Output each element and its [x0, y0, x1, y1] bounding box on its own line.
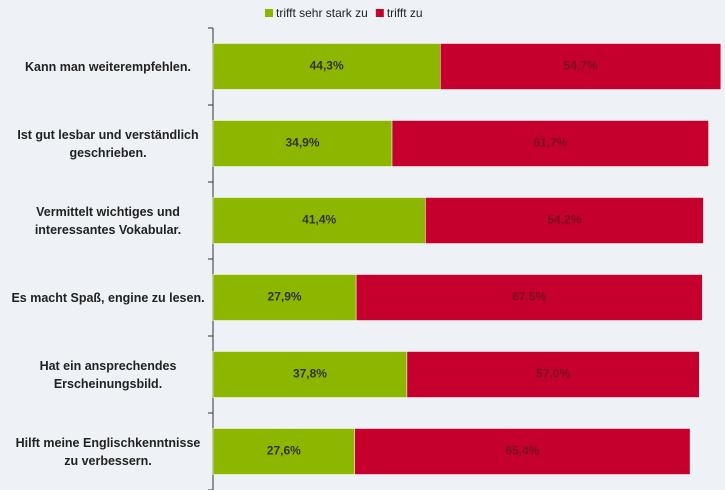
- bar-segment: [391, 120, 709, 167]
- bar-segment: [212, 120, 393, 167]
- value-label: 67,5%: [512, 290, 546, 304]
- legend-label: trifft zu: [387, 6, 423, 20]
- category-label: Hat ein ansprechendes Erscheinungsbild.: [39, 358, 177, 391]
- category-label: Kann man weiterempfehlen.: [24, 59, 191, 74]
- value-label: 27,6%: [267, 444, 301, 458]
- legend-swatch: [375, 9, 384, 17]
- value-label: 65,4%: [505, 444, 539, 458]
- legend-swatch: [265, 9, 273, 17]
- bar-segment: [354, 428, 691, 475]
- value-label: 41,4%: [302, 213, 336, 227]
- value-label: 44,3%: [310, 59, 344, 73]
- value-label: 61,7%: [533, 136, 567, 150]
- category-label: Hilft meine Englischkenntnisse zu verbes…: [15, 435, 201, 468]
- bar-segment: [406, 351, 700, 398]
- category-label: Es macht Spaß, engine zu lesen.: [11, 290, 205, 305]
- category-label: Ist gut lesbar und verständlich geschrie…: [17, 127, 199, 160]
- bar-segment: [212, 351, 408, 398]
- bar-segment: [212, 197, 426, 244]
- value-label: 34,9%: [286, 136, 320, 150]
- bar-segment: [425, 197, 704, 244]
- value-label: 57,0%: [536, 367, 570, 381]
- bar-segment: [440, 43, 722, 90]
- bar-segment: [212, 43, 441, 90]
- value-label: 54,2%: [547, 213, 581, 227]
- bar-segment: [355, 274, 703, 321]
- value-label: 27,9%: [268, 290, 302, 304]
- category-label: Vermittelt wichtiges und interessantes V…: [34, 204, 182, 237]
- legend-label: trifft sehr stark zu: [276, 6, 368, 20]
- value-label: 37,8%: [293, 367, 327, 381]
- value-label: 54,7%: [564, 59, 598, 73]
